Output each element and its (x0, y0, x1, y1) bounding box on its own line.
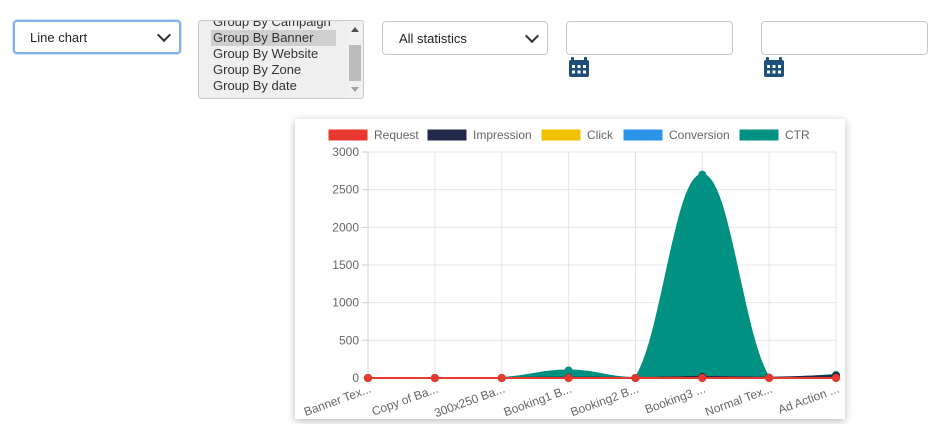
chevron-down-icon (156, 27, 172, 43)
data-point[interactable] (698, 170, 707, 179)
data-point[interactable] (564, 374, 573, 382)
legend-swatch[interactable] (426, 128, 468, 142)
y-tick-label: 3000 (332, 145, 359, 159)
statistics-select[interactable]: All statistics (382, 21, 548, 55)
chevron-down-icon (524, 28, 540, 44)
legend-label[interactable]: CTR (785, 128, 810, 142)
legend-swatch[interactable] (738, 128, 780, 142)
data-point[interactable] (430, 374, 439, 382)
chart-type-value: Line chart (30, 29, 88, 45)
scroll-up-arrow-icon[interactable] (351, 27, 359, 32)
chart-type-select[interactable]: Line chart (13, 20, 181, 54)
x-tick-label: Booking1 B... (502, 382, 574, 419)
statistics-value: All statistics (399, 30, 467, 46)
scroll-thumb[interactable] (349, 45, 361, 81)
x-tick-label: Copy of Ba... (370, 382, 440, 419)
chart-card: 0 500 1000 1500 2000 2500 3000 Banner Tex... Cop… (295, 119, 845, 419)
y-tick-label: 2000 (332, 220, 359, 234)
date-from-input[interactable] (566, 21, 733, 55)
group-by-option[interactable]: Group By Banner (211, 30, 336, 46)
calendar-icon[interactable] (763, 56, 785, 78)
x-tick-label: 300x250 Ba... (432, 382, 506, 419)
data-point[interactable] (698, 374, 707, 382)
x-tick-label: Ad Action ... (776, 382, 841, 417)
y-tick-label: 1000 (332, 296, 359, 310)
y-tick-label: 2500 (332, 183, 359, 197)
x-tick-label: Booking3 ... (643, 382, 707, 417)
data-point[interactable] (497, 374, 506, 382)
x-tick-label: Banner Tex... (302, 382, 373, 419)
group-by-option[interactable]: Group By Zone (213, 62, 302, 77)
legend-label[interactable]: Impression (473, 128, 532, 142)
series-area (368, 174, 836, 378)
area-chart: 0 500 1000 1500 2000 2500 3000 Banner Tex...Cop… (302, 128, 841, 419)
group-by-listbox[interactable]: Group By Campaign Group By Banner Group By… (198, 20, 364, 99)
series-line (368, 173, 837, 380)
data-point[interactable] (631, 374, 640, 382)
data-point[interactable] (564, 366, 573, 375)
x-tick-label: Normal Tex... (703, 382, 774, 419)
group-by-options: Group By Campaign Group By Banner Group By… (211, 20, 336, 94)
x-tick-label: Booking2 B... (569, 382, 641, 419)
calendar-icon[interactable] (568, 56, 590, 78)
legend-label[interactable]: Request (374, 128, 419, 142)
legend-swatch[interactable] (540, 128, 582, 142)
y-tick-label: 0 (352, 371, 359, 385)
legend-label[interactable]: Conversion (669, 128, 730, 142)
group-by-option[interactable]: Group By Campaign (213, 20, 331, 29)
legend-swatch[interactable] (327, 128, 369, 142)
date-to-input[interactable] (761, 21, 928, 55)
legend-label[interactable]: Click (587, 128, 614, 142)
y-tick-label: 500 (339, 333, 359, 347)
group-by-option[interactable]: Group By date (213, 78, 297, 93)
legend-swatch[interactable] (622, 128, 664, 142)
scroll-down-arrow-icon[interactable] (351, 87, 359, 92)
data-point[interactable] (364, 374, 372, 382)
group-by-option[interactable]: Group By Website (213, 46, 319, 61)
listbox-scrollbar[interactable] (347, 21, 363, 98)
data-point[interactable] (765, 374, 774, 382)
data-point[interactable] (832, 374, 840, 382)
y-tick-label: 1500 (332, 258, 359, 272)
